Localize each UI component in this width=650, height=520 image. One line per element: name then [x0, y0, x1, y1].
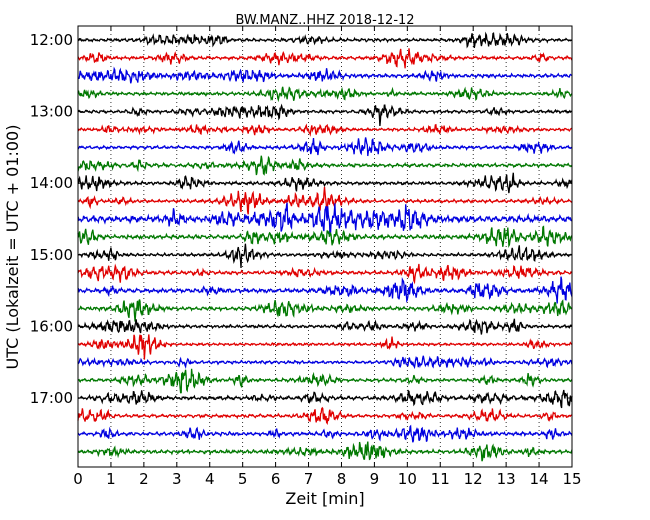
- seismic-trace-1245: [77, 86, 573, 103]
- seismic-trace-1615: [77, 334, 573, 360]
- seismic-trace-1645: [77, 368, 573, 394]
- x-tick-label: 6: [271, 470, 281, 488]
- x-tick-label: 1: [106, 470, 116, 488]
- x-tick-label: 11: [431, 470, 450, 488]
- seismic-trace-1215: [77, 48, 573, 69]
- seismic-traces: [77, 31, 573, 462]
- x-tick-label: 0: [73, 470, 83, 488]
- seismic-trace-1415: [77, 186, 573, 215]
- seismic-trace-1200: [77, 31, 573, 49]
- y-tick-label: 17:00: [30, 389, 73, 407]
- x-tick-label: 10: [398, 470, 417, 488]
- x-tick-label: 7: [304, 470, 314, 488]
- seismic-trace-1530: [77, 276, 573, 304]
- seismic-trace-1345: [77, 155, 573, 176]
- seismic-trace-1600: [77, 318, 573, 335]
- seismic-trace-1230: [77, 66, 573, 84]
- seismic-trace-1745: [77, 441, 573, 462]
- x-tick-label: 15: [562, 470, 581, 488]
- x-tick-label: 9: [370, 470, 380, 488]
- y-axis-ticks: 12:00 13:00 14:00 15:00 16:00 17:00: [30, 31, 572, 407]
- x-axis-ticks: 0 1 2 3 4 5 6 7 8 9 10 11 12 13 14 15: [73, 26, 582, 488]
- seismic-trace-1400: [77, 172, 573, 194]
- seismic-trace-1430: [77, 202, 573, 235]
- seismic-trace-1730: [77, 424, 573, 443]
- seismic-trace-1515: [77, 263, 573, 285]
- y-tick-label: 14:00: [30, 174, 73, 192]
- seismic-trace-1545: [77, 299, 573, 322]
- seismic-trace-1715: [77, 406, 573, 426]
- seismic-trace-1445: [77, 225, 573, 249]
- chart-title: BW.MANZ..HHZ 2018-12-12: [235, 13, 414, 28]
- seismic-trace-1330: [77, 137, 573, 157]
- x-tick-label: 5: [238, 470, 248, 488]
- seismic-trace-1315: [77, 123, 573, 137]
- x-tick-label: 8: [337, 470, 347, 488]
- y-axis-label: UTC (Lokalzeit = UTC + 01:00): [3, 125, 22, 370]
- seismic-trace-1700: [77, 389, 573, 409]
- x-tick-label: 3: [172, 470, 182, 488]
- y-tick-label: 12:00: [30, 31, 73, 49]
- seismic-trace-1300: [77, 103, 573, 126]
- y-tick-label: 15:00: [30, 246, 73, 264]
- x-tick-label: 13: [497, 470, 516, 488]
- plot-frame: [77, 25, 573, 468]
- seismic-trace-1630: [77, 355, 573, 370]
- y-tick-label: 16:00: [30, 317, 73, 335]
- x-tick-label: 2: [139, 470, 149, 488]
- y-tick-label: 13:00: [30, 103, 73, 121]
- grid-lines: [110, 26, 540, 467]
- x-tick-label: 4: [205, 470, 215, 488]
- seismic-trace-1500: [77, 243, 573, 268]
- x-axis-label: Zeit [min]: [285, 489, 364, 508]
- x-tick-label: 12: [464, 470, 483, 488]
- x-tick-label: 14: [530, 470, 549, 488]
